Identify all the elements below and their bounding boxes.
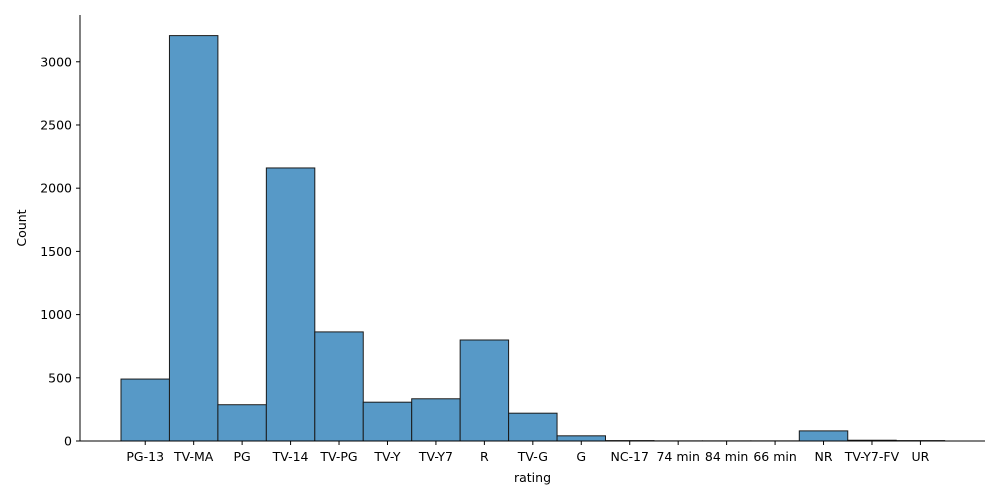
x-tick-label: TV-14: [272, 449, 309, 464]
y-tick-label: 1000: [40, 307, 72, 322]
bar-tv-14: [265, 167, 316, 442]
x-tick-label: TV-PG: [319, 449, 357, 464]
bar-pg: [217, 404, 267, 442]
bar-r: [459, 339, 510, 442]
x-axis: PG-13 TV-MA PG TV-14 TV-PG TV-Y TV-Y7 R TV-G G NC-…: [80, 440, 985, 464]
bar-tv-g: [508, 412, 558, 442]
y-tick-label: 2000: [40, 181, 72, 196]
x-tick-label: PG-13: [126, 449, 164, 464]
y-axis-label: Count: [14, 209, 29, 246]
bar-pg-13: [120, 378, 170, 442]
x-tick-label: NC-17: [610, 449, 649, 464]
y-tick-label: 1500: [40, 244, 72, 259]
x-tick-label: UR: [912, 449, 930, 464]
bar-tv-y7: [411, 398, 461, 442]
bar-g: [556, 435, 606, 442]
y-axis: 0 500 1000 1500 2000 2500 3000: [40, 15, 81, 449]
x-tick-label: 74 min: [656, 449, 699, 464]
bar-tv-ma: [168, 35, 219, 442]
x-tick-label: G: [576, 449, 586, 464]
bar-tv-pg: [314, 331, 364, 442]
bars-group: [120, 35, 946, 442]
x-axis-label: rating: [514, 470, 551, 485]
y-tick-label: 500: [48, 370, 72, 385]
x-tick-label: TV-Y: [373, 449, 400, 464]
y-tick-label: 2500: [40, 117, 72, 132]
y-tick-label: 3000: [40, 54, 72, 69]
x-tick-label: 66 min: [753, 449, 796, 464]
bar-nr: [798, 430, 849, 442]
y-tick-label: 0: [64, 434, 72, 449]
x-tick-label: TV-G: [517, 449, 548, 464]
x-tick-label: TV-Y7-FV: [844, 449, 900, 464]
x-tick-label: TV-MA: [173, 449, 214, 464]
x-tick-label: 84 min: [705, 449, 748, 464]
x-tick-label: R: [480, 449, 489, 464]
x-tick-label: NR: [815, 449, 833, 464]
x-tick-label: PG: [234, 449, 251, 464]
bar-tv-y: [362, 401, 413, 442]
x-tick-label: TV-Y7: [418, 449, 453, 464]
